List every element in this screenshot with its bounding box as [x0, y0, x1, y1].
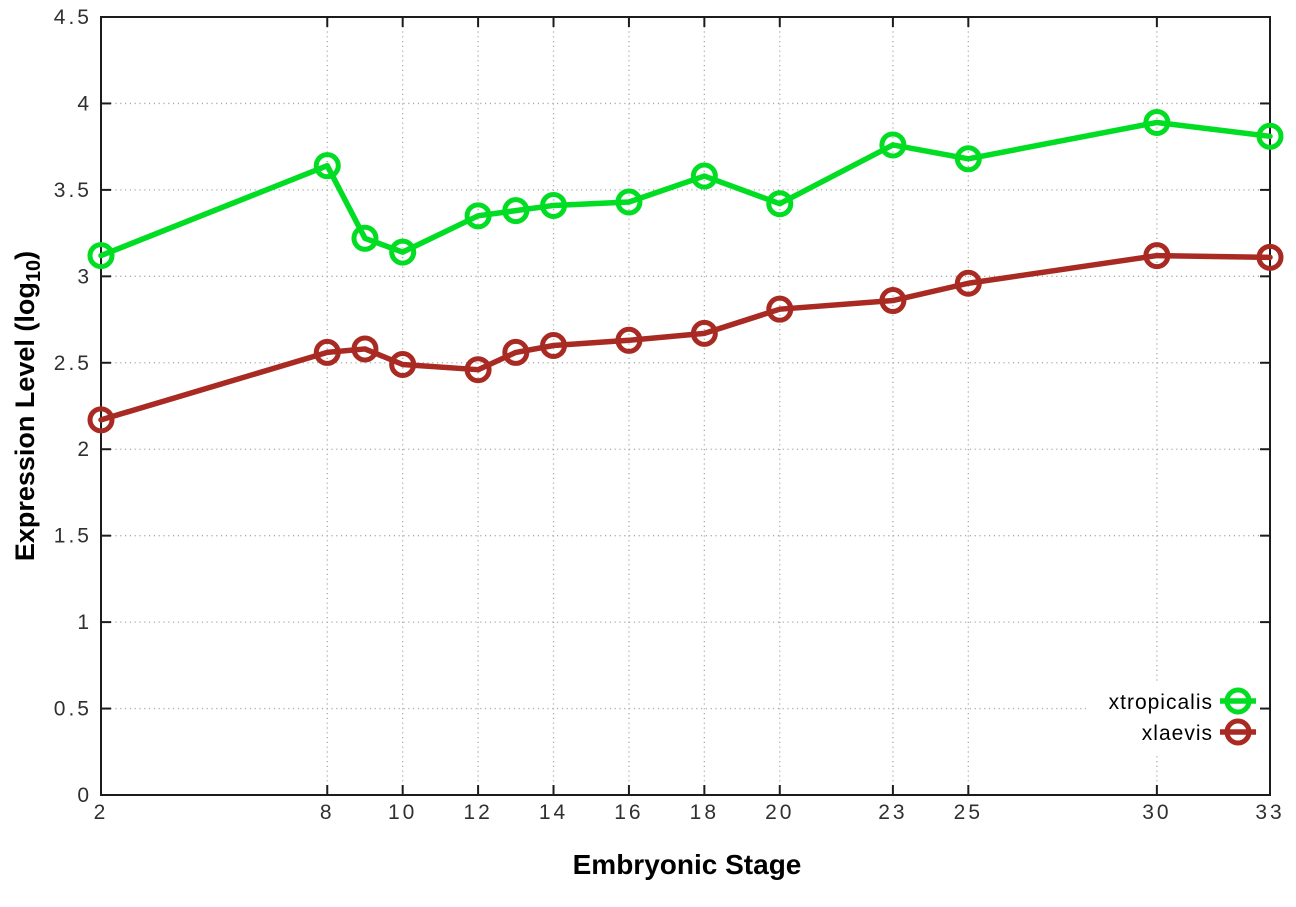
x-tick-label: 2	[94, 801, 109, 824]
marker-xlaevis	[389, 351, 417, 379]
plot-border	[100, 16, 1271, 796]
x-tick-label: 8	[320, 801, 335, 824]
x-tick-label: 25	[954, 801, 983, 824]
marker-xtropicalis	[540, 191, 568, 219]
y-tick-label: 2	[77, 438, 92, 461]
x-axis-title: Embryonic Stage	[572, 849, 802, 880]
y-tick-label: 0	[77, 784, 92, 807]
x-tick-label: 33	[1255, 801, 1284, 824]
legend-label-xtropicalis: xtropicalis	[1109, 691, 1213, 714]
y-tick-label: 4.5	[54, 6, 92, 29]
marker-xlaevis	[690, 319, 718, 347]
marker-xlaevis	[540, 331, 568, 359]
y-tick-label: 1.5	[54, 525, 92, 548]
marker-xtropicalis	[87, 242, 115, 270]
marker-xlaevis	[1256, 243, 1284, 271]
legend-marker-xlaevis	[1224, 718, 1252, 746]
x-tick-label: 20	[765, 801, 794, 824]
marker-xlaevis	[313, 338, 341, 366]
marker-xlaevis	[954, 269, 982, 297]
y-tick-label: 0.5	[54, 698, 92, 721]
y-axis-title-end: )	[10, 250, 40, 260]
y-axis-title-main: Expression Level (log	[10, 282, 40, 562]
marker-xtropicalis	[690, 162, 718, 190]
marker-xtropicalis	[1256, 122, 1284, 150]
y-tick-label: 4	[77, 92, 92, 115]
marker-xtropicalis	[766, 190, 794, 218]
y-axis-title-subscript: 10	[23, 259, 45, 283]
marker-xlaevis	[879, 287, 907, 315]
marker-xtropicalis	[1143, 108, 1171, 136]
marker-xtropicalis	[464, 202, 492, 230]
x-tick-label: 16	[614, 801, 643, 824]
marker-xtropicalis	[313, 152, 341, 180]
marker-xtropicalis	[389, 238, 417, 266]
marker-xlaevis	[464, 356, 492, 384]
y-tick-label: 3	[77, 265, 92, 288]
series-line-xtropicalis	[98, 119, 1273, 259]
marker-xlaevis	[87, 406, 115, 434]
y-axis-title: Expression Level (log10)	[10, 251, 46, 561]
x-tick-label: 30	[1142, 801, 1171, 824]
y-tick-label: 3.5	[54, 179, 92, 202]
x-tick-label: 14	[539, 801, 568, 824]
y-tick-label: 2.5	[54, 352, 92, 375]
marker-xlaevis	[615, 326, 643, 354]
marker-xtropicalis	[879, 131, 907, 159]
series-line-xlaevis	[98, 252, 1273, 423]
marker-xlaevis	[766, 295, 794, 323]
marker-xtropicalis	[954, 145, 982, 173]
x-tick-label: 12	[463, 801, 492, 824]
y-tick-label: 1	[77, 611, 92, 634]
marker-xlaevis	[1143, 242, 1171, 270]
x-tick-label: 23	[878, 801, 907, 824]
marker-xtropicalis	[615, 188, 643, 216]
marker-xlaevis	[502, 338, 530, 366]
marker-xlaevis	[351, 335, 379, 363]
x-tick-label: 10	[388, 801, 417, 824]
marker-xtropicalis	[351, 224, 379, 252]
legend-marker-xtropicalis	[1224, 687, 1252, 715]
marker-xtropicalis	[502, 197, 530, 225]
x-tick-label: 18	[690, 801, 719, 824]
legend-label-xlaevis: xlaevis	[1142, 722, 1213, 745]
